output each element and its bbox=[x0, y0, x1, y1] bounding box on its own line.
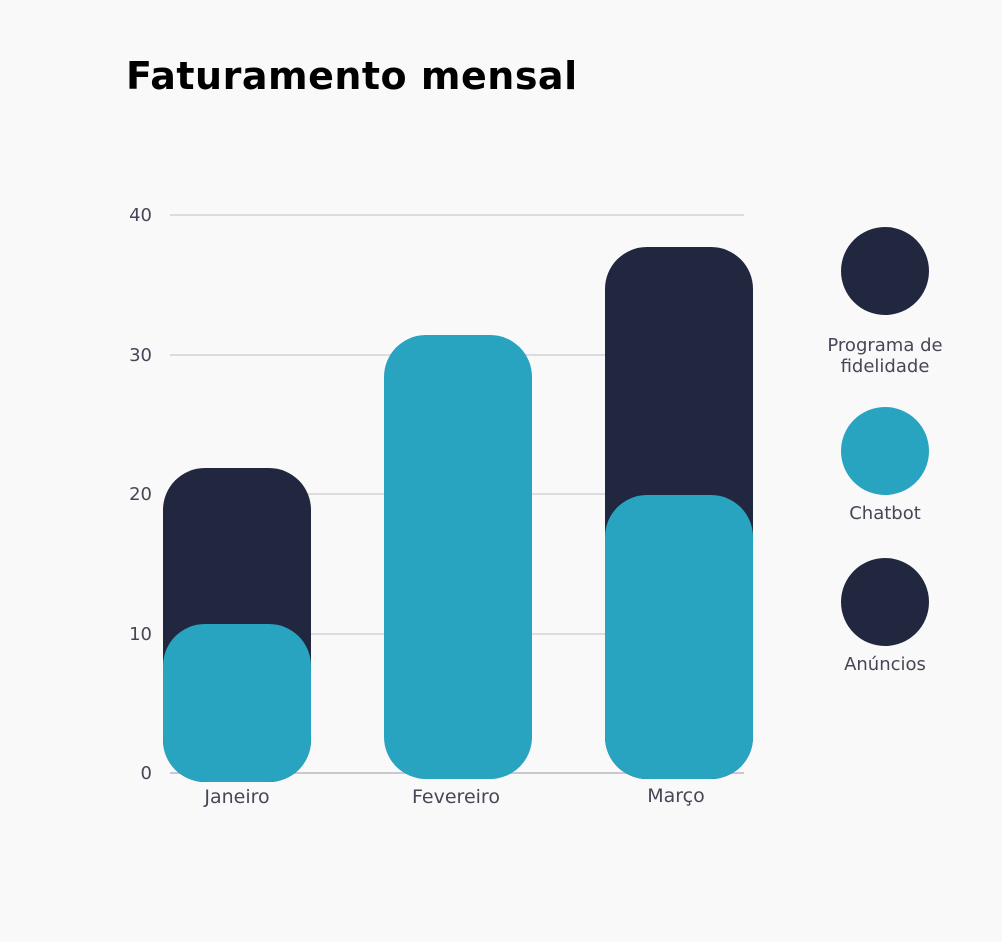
bar-marco-chatbot bbox=[605, 495, 753, 779]
legend-item-programa-de-fidelidade: Programa de fidelidade bbox=[820, 227, 950, 377]
legend-label: Chatbot bbox=[849, 503, 921, 524]
legend-swatch-navy-icon bbox=[841, 227, 929, 315]
legend-item-anuncios: Anúncios bbox=[820, 558, 950, 675]
y-tick-label: 40 bbox=[129, 205, 152, 226]
chart-title: Faturamento mensal bbox=[126, 54, 578, 98]
y-tick-label: 0 bbox=[140, 763, 152, 784]
legend-label: Anúncios bbox=[844, 654, 926, 675]
legend-item-chatbot: Chatbot bbox=[820, 407, 950, 524]
legend-swatch-navy-icon bbox=[841, 558, 929, 646]
y-tick-label: 20 bbox=[129, 484, 152, 505]
bar-fevereiro-chatbot bbox=[384, 335, 532, 779]
bar-janeiro-chatbot bbox=[163, 624, 311, 782]
x-axis-label-marco: Março bbox=[647, 785, 705, 807]
x-axis-label-fevereiro: Fevereiro bbox=[412, 786, 500, 808]
legend-label: Programa de fidelidade bbox=[827, 335, 943, 377]
legend-swatch-teal-icon bbox=[841, 407, 929, 495]
y-tick-label: 10 bbox=[129, 624, 152, 645]
gridline-40 bbox=[170, 214, 744, 216]
x-axis-label-janeiro: Janeiro bbox=[204, 786, 270, 808]
y-tick-label: 30 bbox=[129, 345, 152, 366]
